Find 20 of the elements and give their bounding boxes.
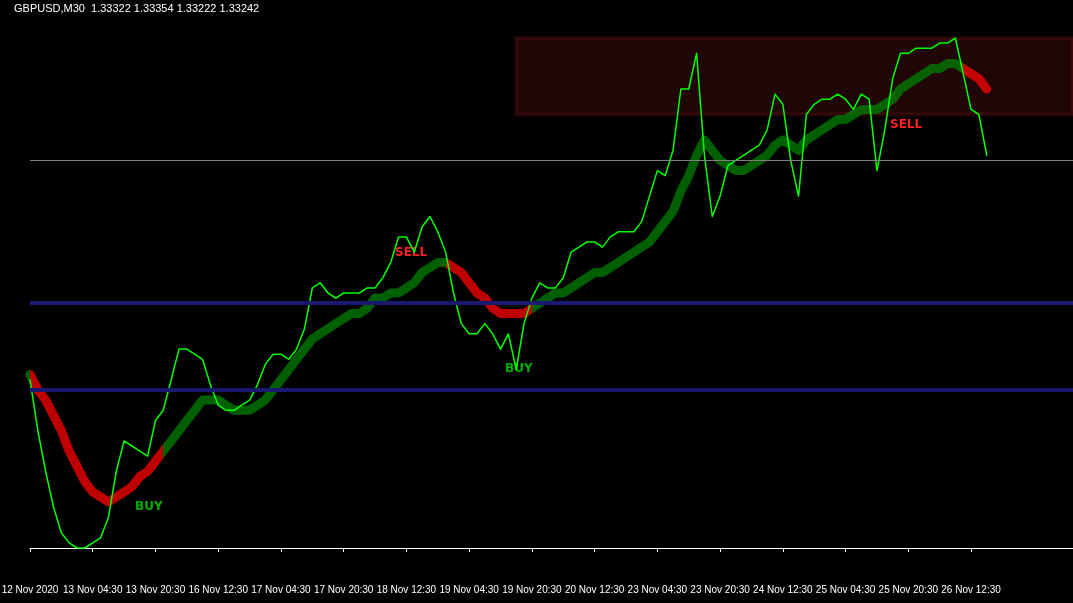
x-tick-label: 12 Nov 2020 bbox=[1, 583, 59, 595]
x-tick-label: 26 Nov 12:30 bbox=[941, 583, 1002, 595]
chart-title: GBPUSD,M30 1.33322 1.33354 1.33222 1.33242 bbox=[14, 1, 260, 14]
annotation: SELL bbox=[890, 117, 923, 131]
x-tick-label: 24 Nov 12:30 bbox=[753, 583, 814, 595]
x-tick-label: 23 Nov 04:30 bbox=[627, 583, 688, 595]
x-tick-label: 25 Nov 20:30 bbox=[878, 583, 939, 595]
x-tick-label: 13 Nov 04:30 bbox=[62, 583, 123, 595]
x-tick-label: 20 Nov 12:30 bbox=[564, 583, 625, 595]
x-tick-label: 13 Nov 20:30 bbox=[125, 583, 186, 595]
x-tick-label: 17 Nov 20:30 bbox=[313, 583, 374, 595]
x-tick-label: 19 Nov 20:30 bbox=[502, 583, 563, 595]
x-tick-label: 25 Nov 04:30 bbox=[815, 583, 876, 595]
x-tick-label: 23 Nov 20:30 bbox=[690, 583, 751, 595]
x-tick-label: 18 Nov 12:30 bbox=[376, 583, 437, 595]
annotation: BUY bbox=[135, 499, 163, 513]
x-tick-label: 16 Nov 12:30 bbox=[188, 583, 249, 595]
x-tick-label: 17 Nov 04:30 bbox=[251, 583, 312, 595]
x-tick-label: 19 Nov 04:30 bbox=[439, 583, 500, 595]
annotation: SELL bbox=[395, 245, 428, 259]
